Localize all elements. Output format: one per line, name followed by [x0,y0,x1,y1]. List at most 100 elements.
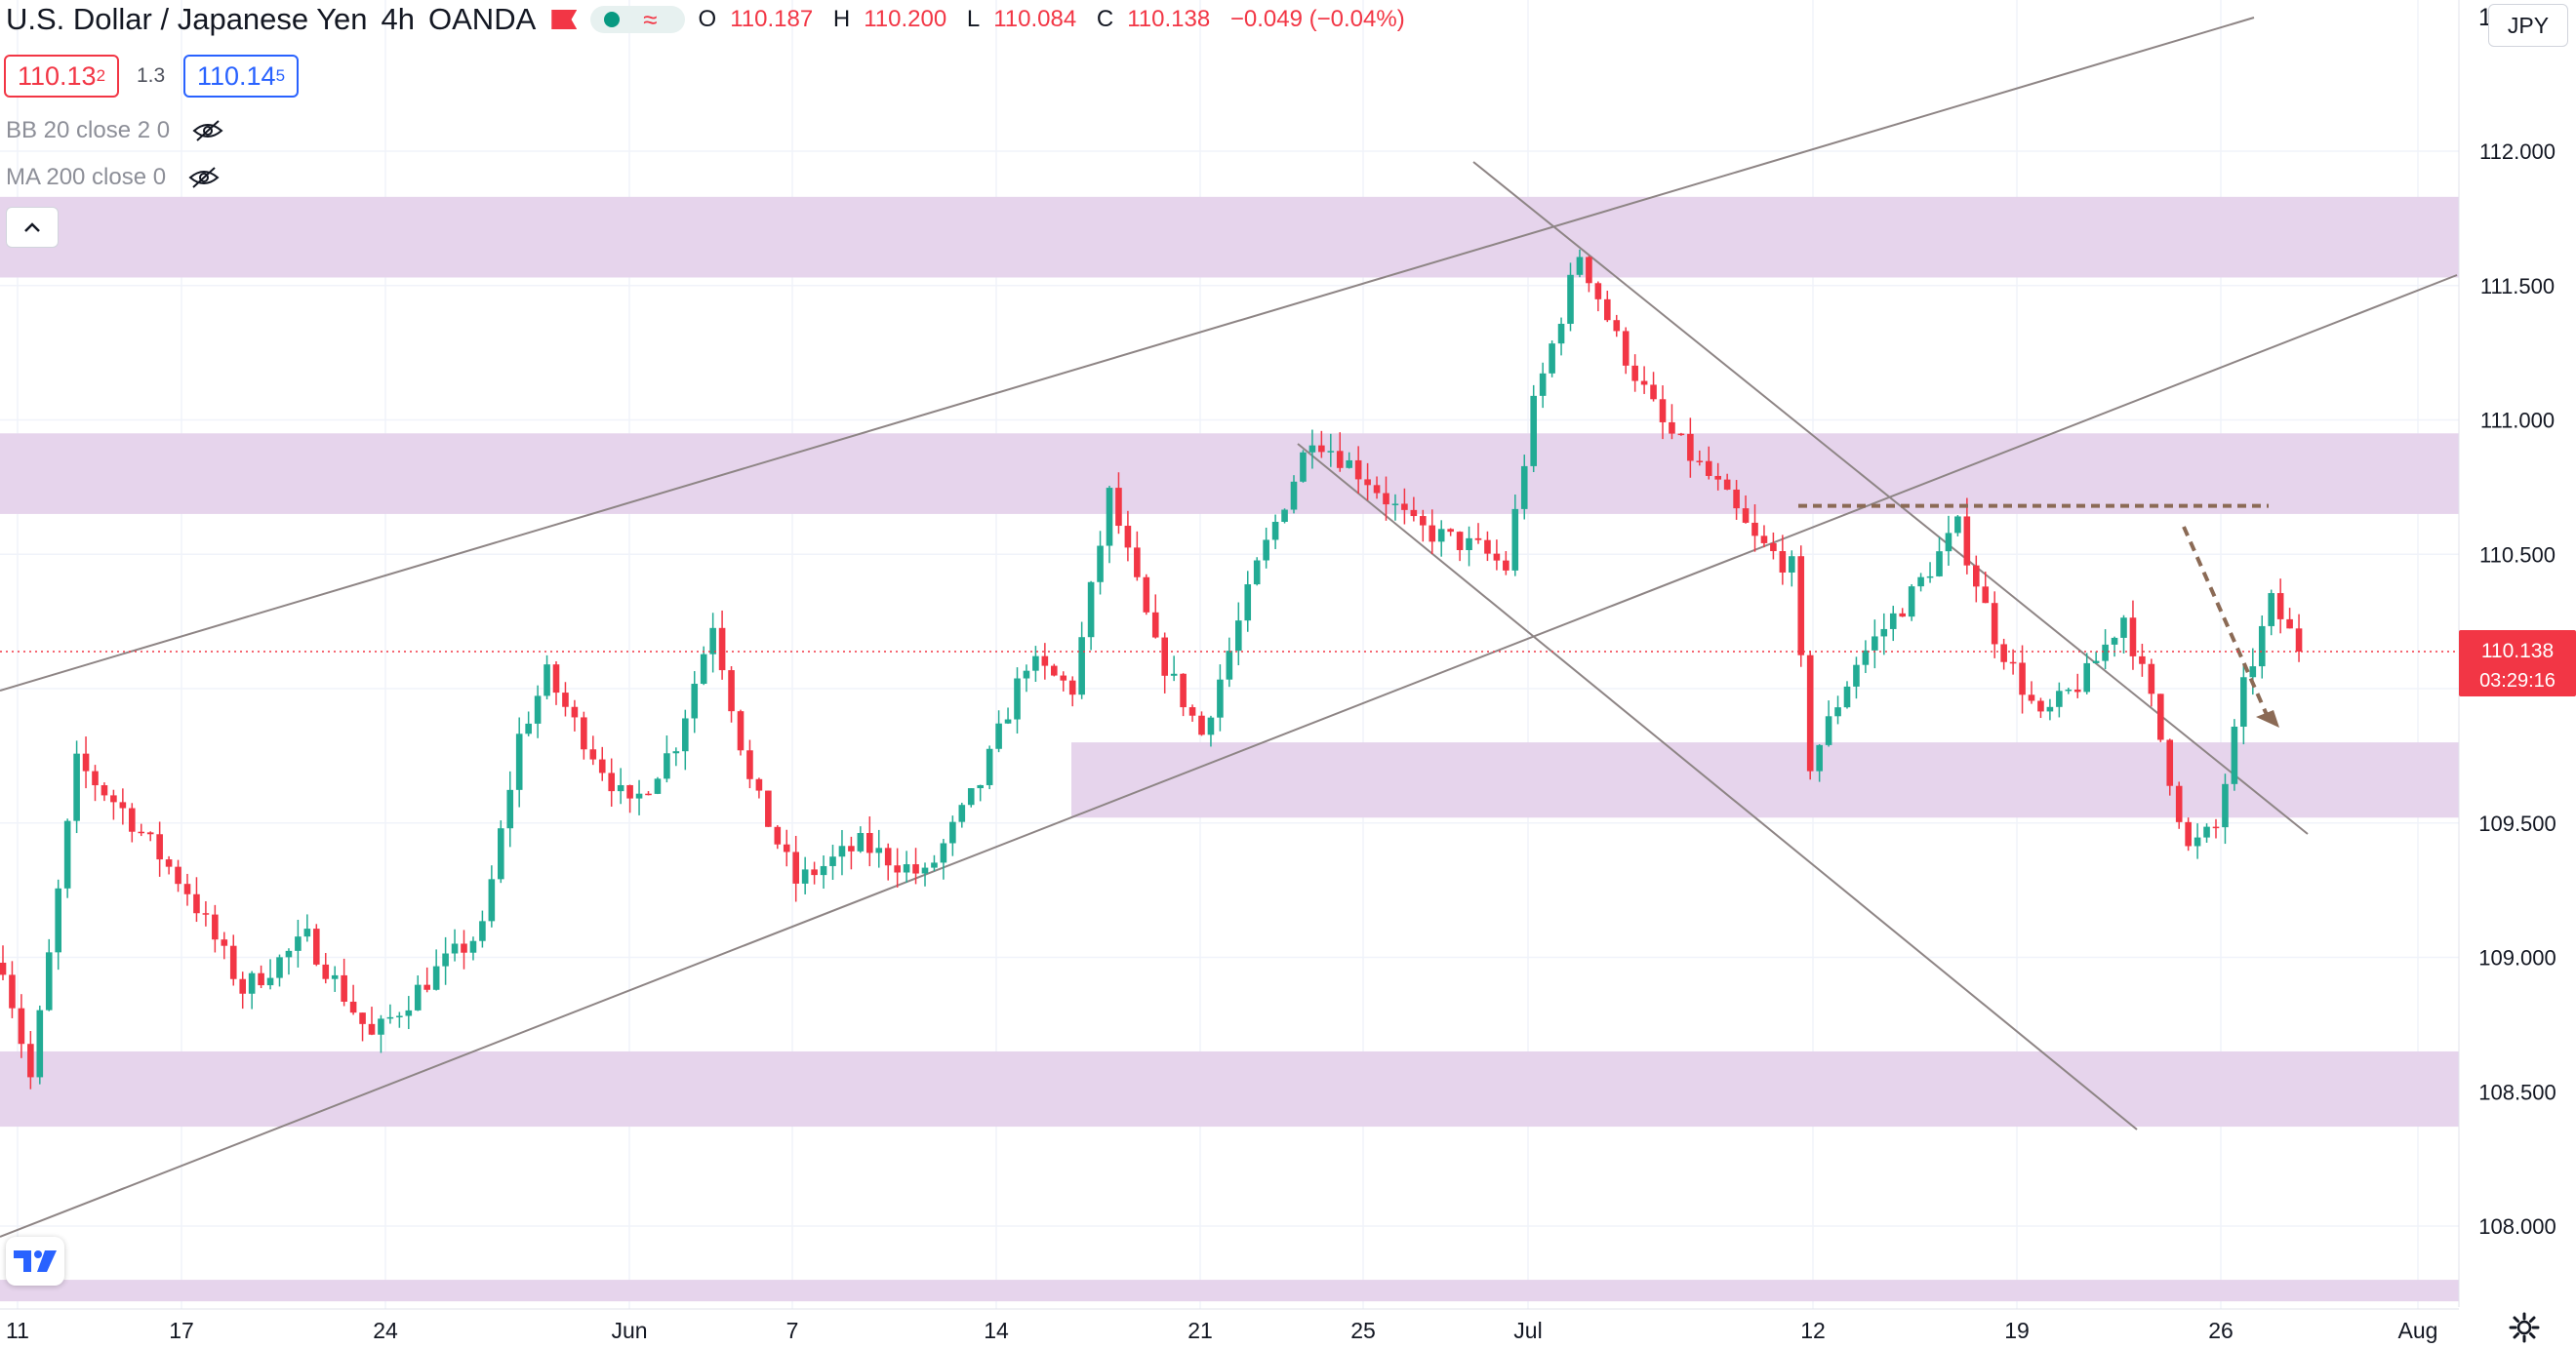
market-status-pill[interactable]: ≈ [590,6,685,33]
candle-body [1926,575,1934,578]
indicator-bb[interactable]: BB 20 close 2 0 [6,117,224,144]
candle-body [331,974,339,979]
candle-body [1973,565,1980,587]
candle-body [266,977,274,986]
candle-body [2175,785,2183,822]
candle-body [1456,532,1464,550]
candle-body [515,733,523,790]
candle-body [2157,694,2164,740]
candle-body [1134,547,1141,577]
candle-body [212,914,219,940]
candle-body [9,974,16,1009]
candle-body [1151,612,1159,638]
candle-body [2194,837,2201,847]
symbol-name[interactable]: U.S. Dollar / Japanese Yen [6,2,368,36]
price-tick-label: 110.500 [2479,542,2556,567]
candle-body [562,693,569,707]
tradingview-logo-icon[interactable] [6,1237,64,1286]
candle-body [1503,560,1509,571]
time-tick-label: 11 [6,1318,29,1343]
candle-body [1124,526,1132,548]
candle-body [1300,452,1307,482]
candle-body [119,802,127,809]
candle-body [700,654,707,685]
candle-body [1659,399,1667,422]
market-open-dot-icon [604,12,621,27]
eye-hidden-icon[interactable] [191,119,224,142]
candle-body [1631,365,1638,381]
currency-button[interactable]: JPY [2488,4,2568,47]
candle-body [1613,320,1621,332]
buy-price-button[interactable]: 110.14 5 [183,55,300,98]
candle-body [2148,663,2155,694]
candle-body [1751,522,1758,536]
candle-body [1899,613,1906,617]
candle-body [2111,637,2118,645]
time-tick-label: Jul [1513,1318,1542,1343]
candle-body [498,828,504,880]
candle-body [405,1010,413,1016]
candle-body [903,864,910,873]
candle-body [92,771,99,786]
candle-body [423,984,430,990]
collapse-legend-button[interactable] [6,207,59,248]
candle-body [746,750,753,779]
price-zone[interactable] [1071,742,2459,818]
candle-body [322,964,330,979]
candle-body [1198,715,1205,735]
candle-body [866,833,873,853]
time-tick-label: 17 [169,1318,194,1343]
candle-body [1843,686,1851,708]
candle-body [368,1023,376,1035]
flag-icon[interactable] [551,10,578,29]
price-zone[interactable] [0,433,2459,514]
candle-body [2240,677,2247,728]
candle-body [2166,739,2174,786]
price-zone[interactable] [0,196,2459,278]
candle-body [801,869,809,884]
trendlines[interactable] [0,17,2458,1238]
candle-body [378,1018,384,1035]
time-axis-background [0,1309,2576,1348]
gear-icon[interactable] [2508,1311,2541,1344]
price-zone[interactable] [0,1280,2459,1302]
interval-label[interactable]: 4h [381,2,416,36]
time-tick-label: 12 [1800,1318,1826,1343]
candle-body [534,695,542,724]
candle-body [986,748,993,785]
candle-body [2092,660,2100,663]
candle-body [1484,539,1491,554]
candle-body [73,753,80,821]
eye-hidden-icon[interactable] [187,166,221,189]
candle-body [1539,373,1547,396]
candle-body [1401,503,1408,510]
candle-body [1549,343,1555,374]
candle-body [479,921,486,941]
candle-body [110,795,117,803]
candle-body [18,1008,25,1045]
indicator-ma[interactable]: MA 200 close 0 [6,164,221,191]
candle-body [664,753,670,779]
candle-body [414,984,422,1011]
candle-body [691,684,699,719]
projection-arrow[interactable] [2182,526,2279,728]
candle-body [1622,331,1630,366]
candle-body [1217,679,1224,718]
candle-body [635,793,643,799]
candle-body [940,843,947,863]
candle-body [396,1015,403,1018]
descending-lower-line[interactable] [1297,443,2138,1130]
descending-upper-line[interactable] [1472,161,2309,835]
candle-body [1143,576,1150,613]
candle-body [1078,637,1085,695]
candle-body [2102,644,2109,661]
price-zone[interactable] [0,1051,2459,1128]
sell-price-button[interactable]: 110.13 2 [4,55,120,98]
candle-body [1834,707,1841,717]
lower-channel-line[interactable] [0,274,2458,1238]
candle-body [1235,620,1242,652]
time-tick-label: 7 [786,1318,799,1343]
candle-body [1281,509,1288,522]
upper-channel-line[interactable] [0,17,2255,692]
